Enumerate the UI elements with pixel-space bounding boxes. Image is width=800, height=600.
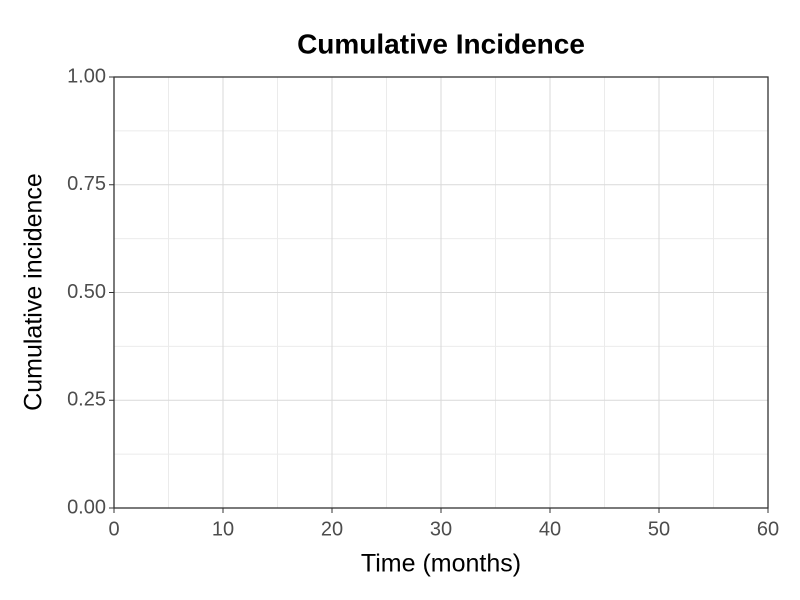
plot-border bbox=[113, 76, 769, 509]
y-tick-label: 0.75 bbox=[67, 173, 106, 195]
x-tick-label: 30 bbox=[430, 518, 452, 540]
x-tick-label: 10 bbox=[212, 518, 234, 540]
x-tick-label: 50 bbox=[648, 518, 670, 540]
y-tick-label: 0.25 bbox=[67, 389, 106, 411]
x-tick-label: 0 bbox=[108, 518, 119, 540]
x-axis-label: Time (months) bbox=[361, 550, 521, 578]
x-tick-label: 60 bbox=[757, 518, 779, 540]
y-axis-label: Cumulative incidence bbox=[20, 173, 48, 411]
x-tick-label: 40 bbox=[539, 518, 561, 540]
y-tick-label: 1.00 bbox=[67, 65, 106, 87]
x-tick-label: 20 bbox=[321, 518, 343, 540]
y-tick-label: 0.50 bbox=[67, 281, 106, 303]
y-tick-label: 0.00 bbox=[67, 496, 106, 518]
chart-title: Cumulative Incidence bbox=[297, 28, 585, 59]
